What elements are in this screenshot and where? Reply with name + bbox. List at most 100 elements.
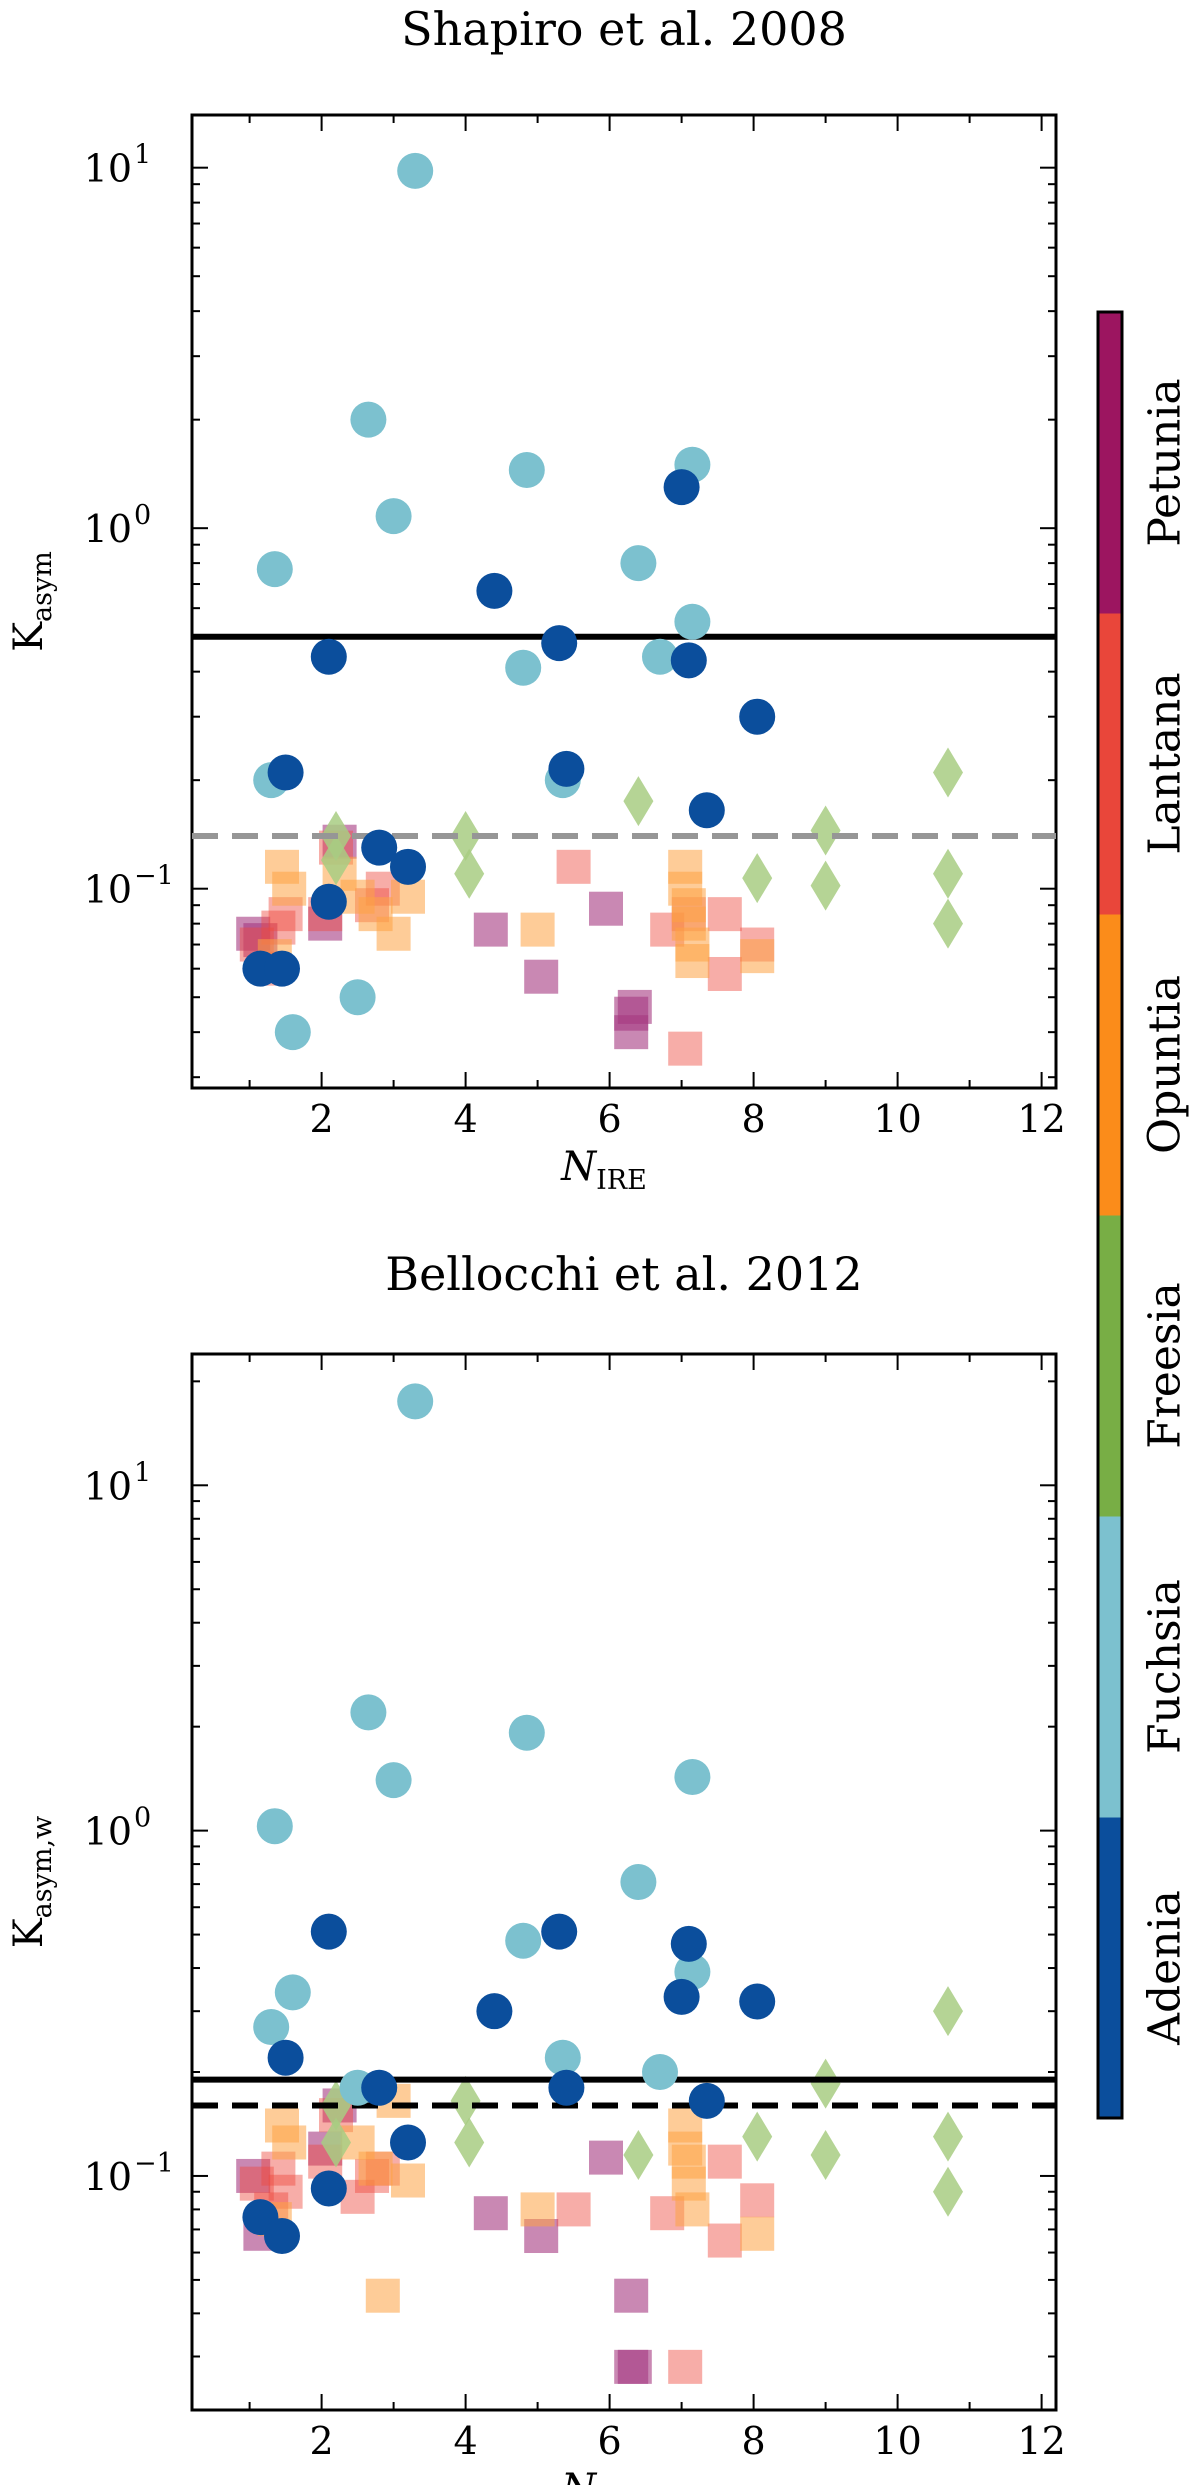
marker-lantana bbox=[239, 2166, 274, 2201]
marker-opuntia bbox=[391, 2163, 425, 2198]
marker-freesia bbox=[810, 2129, 841, 2180]
marker-fuchsia bbox=[544, 2039, 581, 2076]
y-tick-exponent: 1 bbox=[134, 1457, 151, 1488]
colorbar-segment-petunia bbox=[1098, 312, 1122, 614]
colorbar-frame bbox=[1096, 310, 1124, 2120]
marker-freesia bbox=[933, 2111, 963, 2162]
marker-opuntia bbox=[740, 2216, 775, 2251]
marker-adenia bbox=[390, 2124, 426, 2161]
series-fuchsia bbox=[253, 1383, 711, 2106]
marker-petunia bbox=[617, 2349, 652, 2384]
marker-fuchsia bbox=[674, 603, 711, 640]
x-axis-label: NIRE bbox=[560, 1144, 647, 1196]
marker-fuchsia bbox=[256, 1808, 293, 1845]
colorbar-segment-lantana bbox=[1098, 613, 1122, 915]
marker-freesia bbox=[933, 898, 963, 949]
marker-opuntia bbox=[740, 939, 775, 974]
x-axis: 2 4 6 8 10 12 bbox=[248, 1354, 1066, 2463]
marker-opuntia bbox=[272, 2125, 307, 2160]
marker-freesia bbox=[742, 2111, 773, 2162]
marker-lantana bbox=[707, 956, 742, 991]
marker-petunia bbox=[473, 912, 508, 947]
data-layer bbox=[192, 152, 1056, 1066]
marker-adenia bbox=[548, 2069, 585, 2106]
marker-adenia bbox=[264, 2218, 300, 2255]
marker-adenia bbox=[548, 750, 585, 787]
marker-fuchsia bbox=[274, 1974, 311, 2011]
marker-lantana bbox=[668, 2349, 703, 2384]
plot-frame bbox=[190, 113, 1058, 1090]
marker-fuchsia bbox=[642, 2053, 678, 2090]
marker-lantana bbox=[556, 849, 591, 884]
chart-title: Bellocchi et al. 2012 bbox=[385, 1247, 862, 1301]
series-freesia bbox=[321, 1986, 963, 2217]
marker-fuchsia bbox=[642, 638, 678, 675]
marker-freesia bbox=[454, 848, 485, 899]
marker-petunia bbox=[524, 959, 559, 994]
x-tick-label: 12 bbox=[1017, 2419, 1065, 2463]
marker-lantana bbox=[707, 2223, 742, 2258]
marker-adenia bbox=[739, 698, 776, 735]
chart-title: Shapiro et al. 2008 bbox=[401, 2, 847, 56]
marker-lantana bbox=[740, 2183, 775, 2218]
marker-petunia bbox=[614, 2278, 649, 2313]
marker-opuntia bbox=[376, 916, 411, 951]
marker-adenia bbox=[264, 950, 300, 987]
marker-fuchsia bbox=[253, 2008, 290, 2045]
x-tick-label: 4 bbox=[454, 2419, 478, 2463]
marker-adenia bbox=[310, 1913, 347, 1950]
x-tick-label: 8 bbox=[742, 2419, 766, 2463]
colorbar-label-fuchsia: Fuchsia bbox=[1140, 1579, 1191, 1754]
marker-adenia bbox=[267, 754, 304, 791]
marker-freesia bbox=[321, 2117, 351, 2168]
marker-fuchsia bbox=[339, 979, 376, 1016]
marker-lantana bbox=[707, 2144, 742, 2179]
marker-fuchsia bbox=[620, 1863, 657, 1900]
marker-adenia bbox=[541, 1913, 578, 1950]
marker-adenia bbox=[663, 469, 700, 506]
colorbar-segment-opuntia bbox=[1098, 914, 1122, 1216]
marker-freesia bbox=[454, 2117, 485, 2168]
x-tick-label: 8 bbox=[742, 1097, 766, 1141]
series-freesia bbox=[321, 747, 963, 949]
marker-fuchsia bbox=[375, 1762, 412, 1799]
marker-freesia bbox=[933, 2166, 963, 2217]
y-tick-label: 10 bbox=[84, 147, 132, 191]
marker-fuchsia bbox=[508, 452, 545, 489]
marker-adenia bbox=[476, 1993, 513, 2030]
y-tick-label: 10 bbox=[84, 507, 132, 551]
marker-adenia bbox=[688, 2082, 725, 2119]
x-tick-label: 2 bbox=[310, 2419, 334, 2463]
marker-adenia bbox=[688, 792, 725, 829]
marker-opuntia bbox=[520, 912, 555, 947]
marker-adenia bbox=[670, 642, 707, 679]
marker-opuntia bbox=[365, 2278, 400, 2313]
marker-adenia bbox=[310, 638, 347, 675]
marker-freesia bbox=[450, 2075, 481, 2126]
y-tick-label: 10 bbox=[84, 868, 132, 912]
marker-freesia bbox=[623, 776, 654, 827]
marker-fuchsia bbox=[508, 1714, 545, 1751]
marker-fuchsia bbox=[375, 498, 412, 535]
marker-opuntia bbox=[391, 879, 425, 914]
y-tick-exponent: 0 bbox=[134, 500, 151, 531]
colorbar-label-freesia: Freesia bbox=[1140, 1282, 1191, 1449]
y-tick-exponent: 1 bbox=[134, 140, 151, 171]
x-axis: 2 4 6 8 10 12 bbox=[248, 115, 1066, 1141]
y-axis-label: Kasym bbox=[6, 551, 58, 652]
marker-freesia bbox=[450, 811, 481, 862]
x-tick-label: 10 bbox=[873, 1097, 921, 1141]
colorbar: Adenia Fuchsia Freesia Opuntia Lantana Petuni… bbox=[1096, 310, 1191, 2120]
colorbar-segment-freesia bbox=[1098, 1215, 1122, 1517]
marker-petunia bbox=[473, 2196, 508, 2231]
marker-fuchsia bbox=[620, 545, 657, 582]
marker-adenia bbox=[739, 1983, 776, 2020]
marker-adenia bbox=[310, 883, 347, 920]
marker-fuchsia bbox=[350, 1694, 387, 1731]
x-tick-label: 4 bbox=[454, 1097, 478, 1141]
marker-freesia bbox=[742, 853, 773, 904]
marker-petunia bbox=[236, 2158, 271, 2193]
colorbar-segment-adenia bbox=[1098, 1817, 1122, 2119]
marker-adenia bbox=[476, 572, 513, 609]
